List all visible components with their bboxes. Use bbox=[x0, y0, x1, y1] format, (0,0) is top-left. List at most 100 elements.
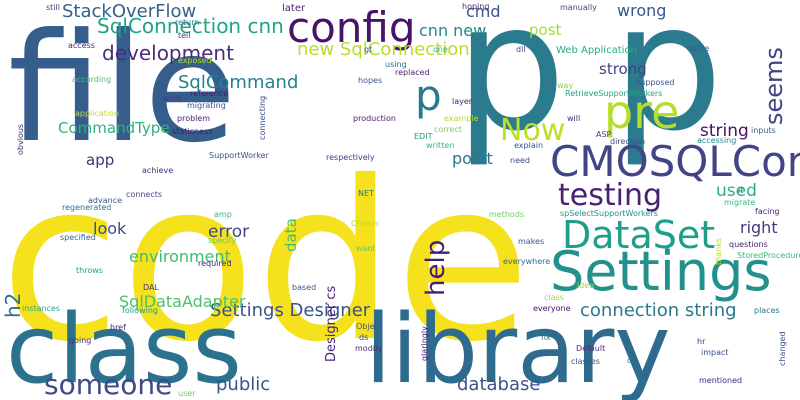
word-required: required bbox=[198, 259, 232, 268]
word-wrong: new SqlConnection bbox=[297, 39, 470, 60]
word-help: right bbox=[740, 218, 778, 237]
word-thanks: thanks bbox=[714, 238, 723, 265]
word-regenerated: regenerated bbox=[62, 203, 111, 212]
word-p-1: p bbox=[455, 0, 566, 170]
word-throws: throws bbox=[76, 266, 103, 275]
word-hr: hr bbox=[697, 337, 706, 346]
word-instances: instances bbox=[22, 304, 60, 313]
word-new-sqlconnection: StackOverFlow bbox=[62, 1, 196, 22]
word-dataset: DataSet bbox=[562, 213, 715, 257]
word-specify: specify bbox=[208, 236, 236, 245]
word-supportworker: SupportWorker bbox=[209, 151, 270, 160]
word-p-2: p bbox=[612, 0, 723, 170]
word-staticness: staticness bbox=[172, 127, 212, 136]
word-everywhere: everywhere bbox=[503, 257, 550, 266]
word-classes: classes bbox=[571, 357, 600, 366]
word-strong: cmd bbox=[466, 2, 501, 21]
word-user: user bbox=[178, 389, 196, 398]
word-application: application bbox=[75, 109, 119, 118]
word-stackoverflow: connection string bbox=[580, 300, 737, 321]
word-makes: makes bbox=[518, 237, 544, 246]
word-mentioned: mentioned bbox=[699, 376, 742, 385]
word-default: Default bbox=[576, 344, 605, 353]
word-obvious: obvious bbox=[16, 124, 25, 155]
word-code: code bbox=[0, 134, 531, 390]
word-glaringly: glaringly bbox=[420, 326, 429, 361]
word-advance: advance bbox=[88, 196, 122, 205]
word-will: will bbox=[567, 114, 580, 123]
word-respectively: respectively bbox=[326, 153, 375, 162]
word-spselectsupportworkers: spSelectSupportWorkers bbox=[560, 209, 658, 218]
word-need: need bbox=[510, 156, 530, 165]
word-string: strong bbox=[599, 60, 647, 78]
word-lt: lt bbox=[738, 186, 743, 195]
word-storedprocedure: StoredProcedure bbox=[737, 251, 800, 260]
word-post: cnn new bbox=[419, 21, 486, 40]
word-config: config bbox=[287, 3, 416, 52]
word-development: Settings Designer bbox=[210, 300, 371, 321]
word-facing: facing bbox=[755, 207, 780, 216]
word-right: look bbox=[93, 219, 127, 238]
word-sqldataadapter: data bbox=[282, 218, 300, 252]
word-achieve: achieve bbox=[142, 166, 173, 175]
word-layer: layer bbox=[452, 97, 473, 106]
word-correct: correct bbox=[434, 125, 462, 134]
word-direction: direction bbox=[610, 137, 645, 146]
word-edit: EDIT bbox=[414, 132, 433, 141]
word-designer-cs: later bbox=[282, 3, 306, 14]
word-commandtype: post bbox=[529, 21, 562, 39]
word-sqlconnection-cnn: h2 bbox=[1, 293, 25, 318]
word-methods: methods bbox=[489, 210, 524, 219]
word-database: help bbox=[421, 240, 451, 296]
word-data: Designer cs bbox=[324, 285, 339, 362]
word-retrievesupportworkers: RetrieveSupportWorkers bbox=[565, 89, 662, 98]
word-supposed: supposed bbox=[636, 78, 674, 87]
word-questions: questions bbox=[729, 240, 768, 249]
word-using: using bbox=[385, 60, 407, 69]
word-amp: amp bbox=[214, 210, 232, 219]
word-cheers: Cheers bbox=[351, 219, 379, 228]
word-access: access bbox=[68, 41, 95, 50]
word-specified: specified bbox=[60, 233, 96, 242]
word-point: SqlCommand bbox=[178, 72, 298, 93]
word-problem: problem bbox=[177, 114, 210, 123]
word-one: one bbox=[433, 45, 448, 54]
word-impact: impact bbox=[701, 348, 729, 357]
word-replaced: replaced bbox=[395, 68, 430, 77]
word-production: production bbox=[353, 114, 396, 123]
word-according: according bbox=[72, 75, 111, 84]
word-everyone: everyone bbox=[533, 304, 571, 313]
word-ds: ds bbox=[359, 333, 368, 342]
word-way: way bbox=[557, 81, 573, 90]
word-hopes: hopes bbox=[358, 76, 382, 85]
word-migrate: migrate bbox=[724, 198, 755, 207]
word-migrating: migrating bbox=[187, 101, 226, 110]
word-connects: connects bbox=[126, 190, 162, 199]
word-explain: explain bbox=[514, 141, 543, 150]
word-gt: gt bbox=[364, 45, 372, 54]
word-want: want bbox=[356, 244, 376, 253]
word-idea: idea bbox=[577, 281, 594, 290]
word-connection-string: public bbox=[216, 374, 270, 395]
word-file: file bbox=[8, 2, 236, 176]
word-now: Now bbox=[500, 113, 565, 148]
word-cmd: SqlConnection cnn bbox=[97, 14, 284, 38]
word-object: Object bbox=[356, 322, 382, 331]
word-still: still bbox=[46, 3, 60, 12]
word-error: point bbox=[452, 149, 493, 168]
word-look: string bbox=[700, 121, 749, 141]
word-following: following bbox=[122, 306, 158, 315]
word-connecting: connecting bbox=[258, 96, 267, 140]
word-manually: manually bbox=[560, 3, 597, 12]
word-h2: used bbox=[716, 181, 757, 201]
word-tell: tell bbox=[178, 31, 191, 40]
word-seems: SqlDataAdapter bbox=[119, 292, 246, 311]
word-table: table bbox=[689, 44, 709, 53]
word-example: example bbox=[444, 114, 479, 123]
word-going: going bbox=[69, 336, 91, 345]
word-someone: someone bbox=[44, 368, 172, 400]
word-cnn-new: development bbox=[102, 41, 234, 65]
word-later: environment bbox=[129, 247, 231, 266]
